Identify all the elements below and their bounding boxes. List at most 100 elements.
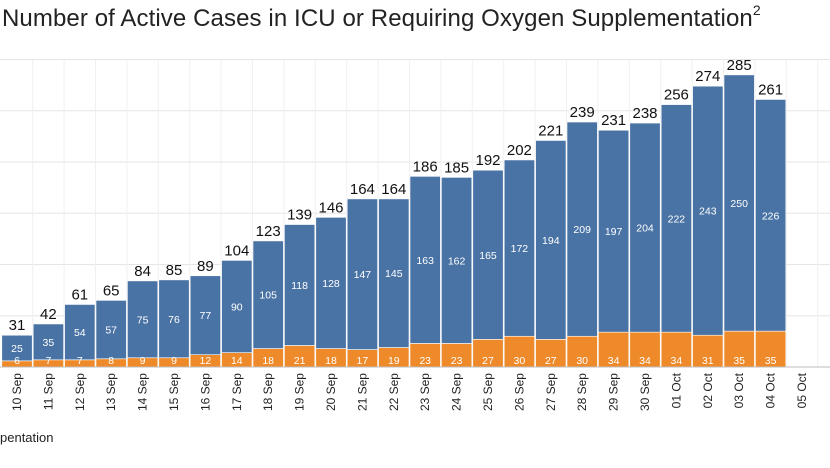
data-label-total: 274	[695, 68, 720, 85]
data-label-icu: 12	[200, 355, 212, 367]
bar-icu	[472, 339, 504, 368]
data-label-oxygen: 163	[416, 255, 434, 267]
bar-icu	[566, 335, 598, 368]
data-label-icu: 23	[451, 355, 463, 367]
bar-oxygen	[503, 159, 535, 337]
bar-oxygen	[284, 224, 316, 346]
x-tick-label: 25 Sep	[481, 373, 495, 411]
bar-oxygen	[441, 177, 473, 344]
legend-label-partial: pentation	[0, 430, 54, 445]
bar-oxygen	[566, 121, 598, 337]
x-tick-label: 16 Sep	[198, 373, 212, 411]
bar-oxygen	[127, 280, 159, 359]
title-footnote-mark: 2	[752, 2, 761, 18]
bar-oxygen	[755, 99, 787, 332]
data-label-total: 238	[632, 105, 657, 122]
data-label-total: 139	[287, 207, 312, 224]
data-label-total: 186	[413, 158, 438, 175]
bar-icu	[660, 331, 692, 368]
data-label-icu: 34	[608, 355, 620, 367]
bar-oxygen	[598, 129, 630, 333]
data-label-total: 61	[71, 286, 88, 303]
data-label-oxygen: 147	[354, 269, 372, 281]
data-label-oxygen: 90	[231, 302, 243, 314]
data-label-total: 123	[256, 223, 281, 240]
bar-icu	[723, 330, 755, 368]
x-tick-label: 28 Sep	[575, 373, 589, 411]
data-label-oxygen: 57	[105, 325, 117, 337]
data-label-oxygen: 222	[668, 213, 686, 225]
x-tick-label: 02 Oct	[701, 372, 715, 408]
data-label-icu: 31	[702, 355, 714, 367]
bar-oxygen	[629, 122, 661, 333]
data-label-icu: 30	[576, 355, 588, 367]
x-tick-label: 27 Sep	[544, 373, 558, 411]
data-label-total: 89	[197, 258, 214, 275]
data-label-oxygen: 145	[385, 268, 403, 280]
bar-oxygen	[189, 275, 221, 355]
data-label-total: 261	[758, 81, 783, 98]
chart-title-text: Number of Active Cases in ICU or Requiri…	[2, 5, 753, 32]
x-tick-label: 01 Oct	[669, 372, 683, 408]
data-label-oxygen: 128	[322, 278, 340, 290]
bar-oxygen	[692, 85, 724, 336]
data-label-oxygen: 194	[542, 235, 560, 247]
data-label-total: 221	[538, 122, 563, 139]
bar-oxygen	[252, 240, 284, 349]
data-label-icu: 34	[671, 355, 683, 367]
data-label-total: 104	[224, 242, 249, 259]
bar-oxygen	[32, 323, 64, 361]
data-label-total: 164	[350, 181, 375, 198]
data-label-oxygen: 162	[448, 255, 466, 267]
data-label-oxygen: 77	[200, 310, 212, 322]
x-tick-label: 13 Sep	[104, 373, 118, 411]
data-label-icu: 7	[77, 355, 83, 367]
data-label-total: 31	[9, 317, 26, 334]
data-label-oxygen: 25	[11, 343, 23, 355]
bar-oxygen	[723, 74, 755, 332]
data-label-oxygen: 76	[168, 314, 180, 326]
data-label-total: 85	[166, 262, 183, 279]
bar-oxygen	[221, 260, 253, 353]
x-tick-label: 11 Sep	[41, 373, 55, 410]
data-label-icu: 9	[140, 355, 146, 367]
data-label-total: 256	[664, 87, 689, 104]
x-tick-label: 22 Sep	[387, 373, 401, 411]
bar-oxygen	[378, 198, 410, 348]
bar-oxygen	[315, 217, 347, 349]
bar-icu	[755, 330, 787, 368]
x-tick-label: 29 Sep	[607, 373, 621, 411]
data-label-oxygen: 197	[605, 226, 623, 238]
x-tick-label: 12 Sep	[73, 373, 87, 411]
bars	[1, 74, 787, 368]
x-tick-label: 19 Sep	[293, 373, 307, 411]
data-label-icu: 8	[108, 355, 114, 367]
data-label-icu: 6	[14, 355, 20, 367]
data-label-total: 202	[507, 142, 532, 159]
data-label-total: 164	[381, 181, 406, 198]
data-label-icu: 23	[419, 355, 431, 367]
x-tick-label: 23 Sep	[418, 373, 432, 411]
data-label-icu: 34	[639, 355, 651, 367]
data-labels: 625 31 7 35 42 7 54 61 8 57 65 9 75 84 9 76 85 12 77 89 14 90…	[9, 57, 783, 367]
data-label-total: 239	[570, 104, 595, 121]
bar-icu	[692, 334, 724, 368]
data-label-total: 285	[727, 57, 752, 74]
data-label-icu: 35	[733, 355, 745, 367]
x-tick-label: 05 Oct	[795, 372, 809, 408]
data-label-icu: 14	[231, 355, 243, 367]
bar-oxygen	[535, 140, 567, 340]
x-tick-label: 30 Sep	[638, 373, 652, 411]
data-label-oxygen: 243	[699, 206, 717, 218]
data-label-oxygen: 35	[43, 337, 55, 349]
data-label-icu: 35	[765, 355, 777, 367]
data-label-icu: 30	[514, 355, 526, 367]
x-tick-label: 04 Oct	[764, 372, 778, 408]
data-label-oxygen: 226	[762, 210, 780, 222]
data-label-oxygen: 172	[511, 243, 529, 255]
bar-oxygen	[1, 334, 33, 362]
data-label-oxygen: 75	[137, 314, 149, 326]
data-label-total: 185	[444, 159, 469, 176]
x-tick-label: 20 Sep	[324, 373, 338, 411]
